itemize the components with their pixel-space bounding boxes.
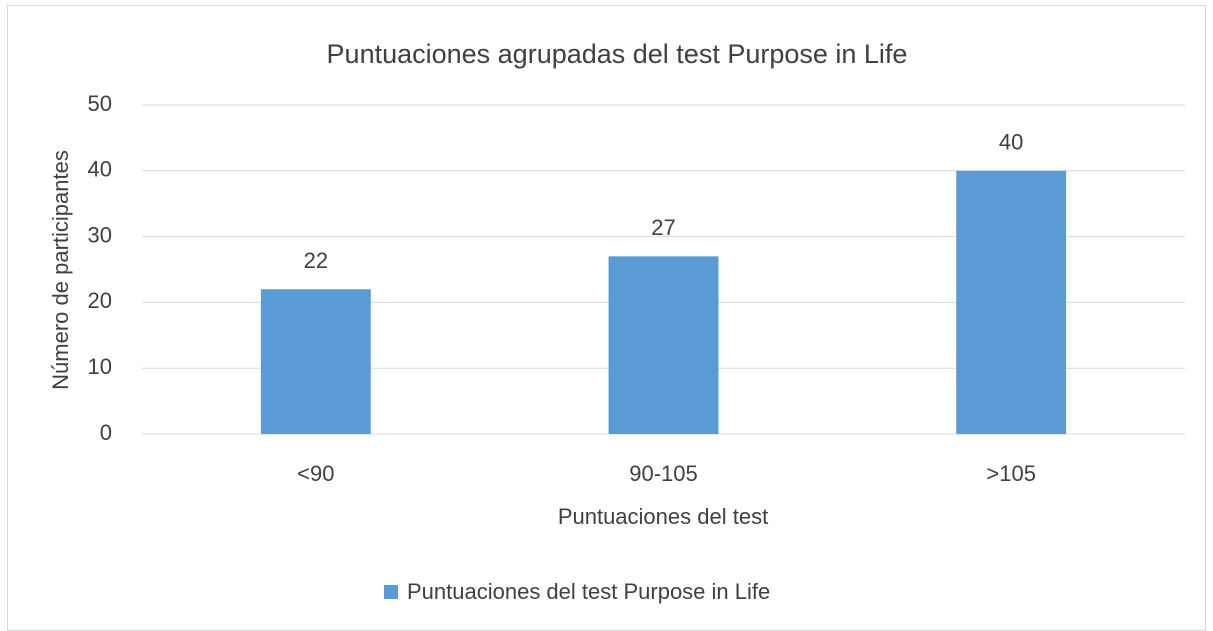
bar: [608, 256, 719, 434]
data-label: 22: [304, 248, 328, 273]
legend-label: Puntuaciones del test Purpose in Life: [407, 579, 770, 604]
chart-title: Puntuaciones agrupadas del test Purpose …: [327, 39, 908, 69]
y-tick-label: 20: [88, 288, 112, 313]
y-tick-label: 50: [88, 91, 112, 116]
x-tick-label: <90: [297, 461, 334, 486]
x-tick-label: 90-105: [629, 461, 698, 486]
y-tick-label: 0: [100, 420, 112, 445]
y-tick-label: 10: [88, 354, 112, 379]
legend-swatch: [384, 585, 398, 599]
bar: [956, 170, 1067, 435]
data-label: 40: [999, 130, 1023, 155]
y-tick-label: 40: [88, 157, 112, 182]
x-tick-label: >105: [986, 461, 1036, 486]
y-axis-label: Número de participantes: [48, 150, 73, 390]
bar: [260, 289, 371, 434]
y-tick-label: 30: [88, 222, 112, 247]
x-axis-label: Puntuaciones del test: [558, 504, 768, 529]
data-label: 27: [651, 215, 675, 240]
